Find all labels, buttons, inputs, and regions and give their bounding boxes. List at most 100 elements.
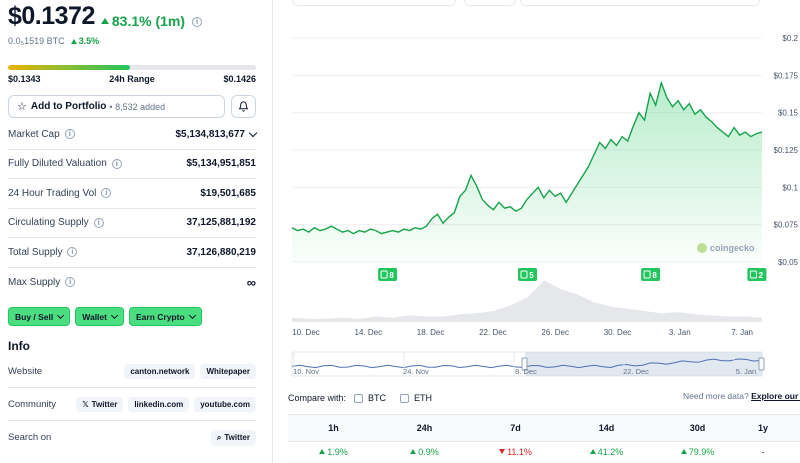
info-icon[interactable]: i (67, 247, 78, 258)
perf-value-14d: 41.2% (561, 442, 652, 461)
info-icon[interactable]: i (111, 158, 122, 169)
linkedin-link[interactable]: linkedin.com (128, 396, 190, 412)
navigator-selection (525, 352, 762, 376)
perf-header-1y: 1y (757, 423, 768, 433)
x-tick-label: 18. Dec (417, 328, 445, 337)
stat-label: Fully Diluted Valuation (8, 158, 107, 170)
buy-sell-button[interactable]: Buy / Sell (8, 307, 71, 326)
stat-value: $19,501,685 (200, 187, 256, 199)
stat-label: Max Supply (8, 276, 61, 288)
navigator-handle-right (758, 357, 765, 371)
perf-value-text: - (761, 446, 765, 457)
event-badge[interactable]: 2 (747, 268, 767, 281)
price-alert-button[interactable] (231, 95, 256, 118)
range-bar (8, 65, 256, 70)
wallet-button[interactable]: Wallet (75, 307, 124, 326)
x-tick-label: 7. Jan (731, 328, 753, 337)
news-icon (520, 270, 528, 279)
x-tick-label: 26. Dec (541, 328, 569, 337)
chevron-down-icon (110, 311, 119, 319)
compare-row: Compare with: BTC ETH Need more data? Ex… (288, 391, 800, 405)
info-icon[interactable]: i (93, 217, 104, 228)
stat-value: $5,134,813,677 (175, 128, 245, 140)
news-icon (749, 270, 757, 279)
website-link[interactable]: canton.network (124, 363, 196, 379)
time-range-selector[interactable] (520, 0, 760, 6)
info-row-community: Community 𝕏 Twitter linkedin.com youtube.… (8, 388, 256, 421)
x-tick-label: 14. Dec (355, 328, 383, 337)
eth-checkbox[interactable] (400, 393, 410, 403)
whitepaper-link[interactable]: Whitepaper (200, 363, 256, 379)
compare-eth[interactable]: ETH (400, 393, 432, 403)
event-badge[interactable]: 8 (641, 268, 661, 281)
perf-value-text: 0.9% (418, 446, 439, 457)
info-icon[interactable]: i (64, 129, 75, 140)
stat-row-trading-vol: 24 Hour Trading Vol i $19,501,685 (8, 179, 256, 209)
info-label: Search on (8, 432, 52, 443)
event-badge[interactable]: 8 (378, 268, 398, 281)
info-label: Community (8, 398, 57, 410)
navigator-tick-label: 5. Jan (736, 367, 756, 376)
navigator-tick-label: 10. Nov (293, 367, 319, 376)
watermark-text: coingecko (710, 243, 755, 253)
navigator-tick-label: 22. Dec (623, 367, 649, 376)
chevron-down-icon (248, 128, 258, 137)
stat-value: ∞ (246, 274, 256, 290)
stat-row-total-supply: Total Supply i 37,126,880,219 (8, 238, 256, 268)
performance-header: 1h 24h 7d 14d 30d 1y (288, 419, 800, 437)
info-icon[interactable]: i (192, 17, 203, 27)
info-table: Website canton.network Whitepaper Commun… (8, 355, 256, 454)
stats-table: Market Cap i $5,134,813,677 Fully Diluted… (8, 120, 258, 297)
event-badge[interactable]: 5 (518, 268, 537, 281)
perf-value-text: 1.9% (327, 446, 348, 457)
event-count: 5 (529, 271, 534, 280)
earn-crypto-button[interactable]: Earn Crypto (128, 307, 202, 326)
perf-header-7d: 7d (510, 423, 521, 433)
market-cap-value[interactable]: $5,134,813,677 (175, 128, 258, 140)
compare-label: Compare with: (288, 393, 347, 403)
range-high: $0.1426 (223, 74, 256, 84)
search-twitter-link[interactable]: ⌕ Twitter (210, 429, 256, 446)
perf-value-1h: 1.9% (288, 442, 379, 461)
gecko-logo-icon (697, 243, 707, 253)
info-icon[interactable]: i (101, 188, 112, 199)
price-line (291, 80, 763, 235)
stat-label: Circulating Supply (8, 217, 89, 229)
need-more-data: Need more data? Explore our API (683, 391, 800, 401)
price-chart[interactable]: $0.2 $0.175 $0.15 $0.125 $0.1 $0.075 $0.05 coin… (288, 0, 800, 385)
y-tick-label: $0.125 (774, 146, 799, 155)
info-label: Website (8, 365, 43, 377)
perf-value-text: 41.2% (597, 446, 624, 457)
buy-sell-label: Buy / Sell (15, 311, 54, 322)
y-tick-label: $0.05 (778, 258, 799, 267)
navigator-tick-label: 8. Dec (515, 367, 537, 376)
event-count: 8 (389, 271, 394, 280)
youtube-link[interactable]: youtube.com (194, 396, 256, 412)
price-change-value: 83.1% (1m) (111, 13, 186, 29)
x-tick-label: 3. Jan (669, 328, 691, 337)
performance-table: 1h 24h 7d 14d 30d 1y 1.9% 0.9% 11.1% 41.2% 7… (288, 414, 800, 463)
chevron-down-icon (57, 311, 65, 319)
y-tick-label: $0.175 (774, 71, 799, 80)
range-bar-fill (8, 65, 130, 70)
chart-type-toggle[interactable] (464, 0, 516, 6)
range-navigator[interactable]: 10. Nov 24. Nov 8. Dec 22. Dec 5. Jan (291, 351, 765, 377)
info-icon[interactable]: i (65, 277, 76, 288)
stat-label: 24 Hour Trading Vol (8, 187, 97, 199)
add-to-portfolio-label: Add to Portfolio (30, 101, 107, 112)
btc-checkbox[interactable] (354, 393, 364, 403)
chart-tab-group[interactable] (292, 0, 456, 6)
caret-up-icon (589, 449, 596, 454)
twitter-link[interactable]: 𝕏 Twitter (76, 396, 124, 412)
perf-value-30d: 79.9% (652, 442, 743, 461)
compare-btc-label: BTC (368, 393, 387, 403)
event-count: 8 (652, 271, 657, 280)
compare-btc[interactable]: BTC (354, 393, 386, 403)
portfolio-added-count: • 8,532 added (109, 101, 166, 112)
add-to-portfolio-button[interactable]: ☆ Add to Portfolio • 8,532 added (8, 95, 225, 118)
search-icon: ⌕ (216, 432, 222, 442)
explore-api-link[interactable]: Explore our API (751, 391, 800, 401)
perf-header-1h: 1h (328, 423, 339, 433)
perf-value-text: 11.1% (507, 446, 532, 457)
btc-price-row: 0.0₅1519 BTC 3.5% (8, 36, 99, 46)
